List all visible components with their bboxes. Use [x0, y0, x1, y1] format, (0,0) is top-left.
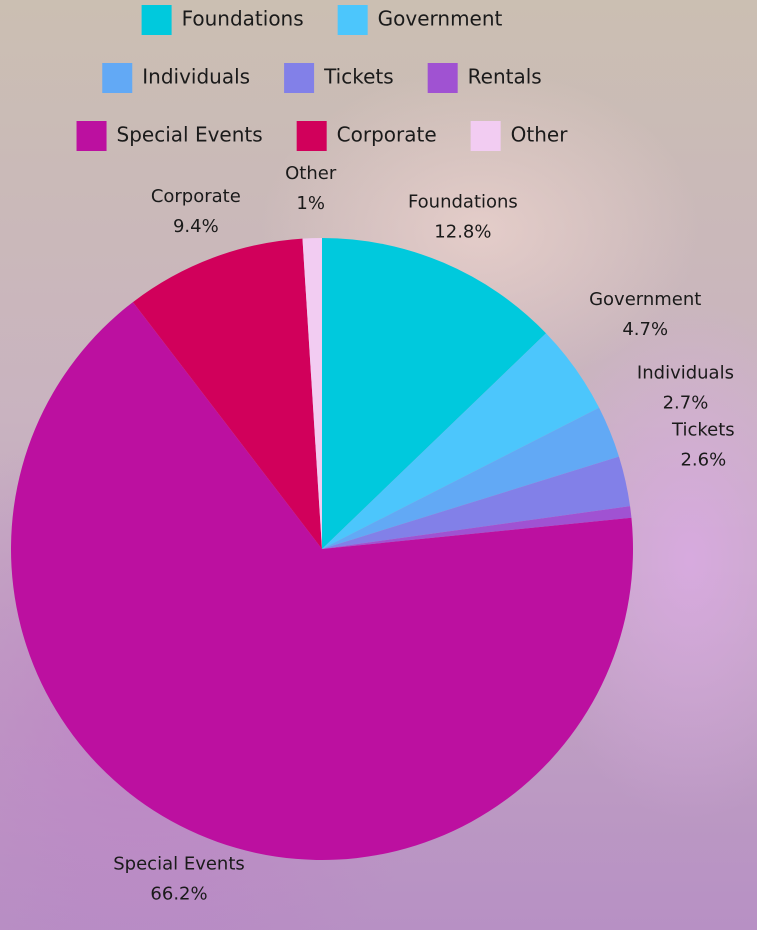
value-label: 66.2%	[150, 883, 207, 904]
slice-label: Corporate	[151, 186, 241, 207]
legend-swatch	[471, 121, 501, 151]
page: Foundations 12.8% Government 4.7% Individual…	[0, 0, 757, 930]
value-label: 9.4%	[173, 216, 219, 237]
legend-label: Tickets	[323, 65, 394, 89]
value-label: 2.7%	[663, 392, 709, 413]
legend-label: Special Events	[117, 123, 263, 147]
legend-label: Other	[511, 123, 569, 147]
legend-label: Government	[378, 7, 503, 31]
slice-label: Government	[589, 289, 701, 310]
legend-swatch	[77, 121, 107, 151]
value-label: 1%	[296, 193, 325, 214]
slice-label: Special Events	[113, 853, 245, 874]
value-label: 4.7%	[622, 319, 668, 340]
chart: Foundations 12.8% Government 4.7% Individual…	[0, 0, 757, 930]
value-label: 12.8%	[434, 222, 491, 243]
legend-swatch	[142, 5, 172, 35]
slice-label: Foundations	[408, 192, 518, 213]
legend-swatch	[338, 5, 368, 35]
slice-label: Tickets	[671, 419, 735, 440]
legend-label: Corporate	[337, 123, 437, 147]
value-label: 2.6%	[680, 449, 726, 470]
legend-label: Individuals	[142, 65, 250, 89]
legend-swatch	[284, 63, 314, 93]
slice-label: Individuals	[637, 362, 734, 383]
slice-label: Other	[285, 163, 337, 184]
legend-swatch	[102, 63, 132, 93]
legend-label: Foundations	[182, 7, 304, 31]
legend-label: Rentals	[468, 65, 542, 89]
legend-swatch	[428, 63, 458, 93]
legend-swatch	[297, 121, 327, 151]
